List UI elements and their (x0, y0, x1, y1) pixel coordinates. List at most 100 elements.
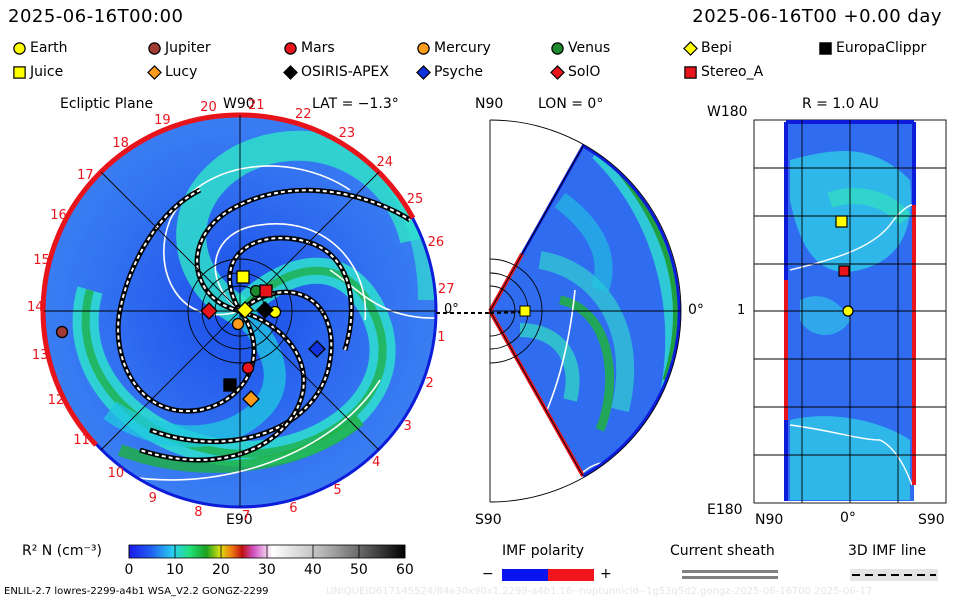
legend-item-stereo-a: Stereo_A (683, 64, 763, 80)
legend-item-osiris-apex: OSIRIS-APEX (283, 64, 389, 80)
legend-label: Psyche (434, 64, 483, 80)
imf-title: IMF polarity (502, 543, 585, 559)
legend-label: SolO (568, 64, 601, 80)
carrington-label: 27 (437, 282, 455, 298)
colorbar-tick-label: 60 (396, 562, 414, 578)
colorbar-tick-label: 0 (124, 562, 134, 578)
meridional-grid (489, 119, 682, 503)
carrington-label: 14 (27, 300, 44, 315)
legend-item-mercury: Mercury (416, 40, 491, 56)
colorbar-tick-label: 10 (166, 562, 184, 578)
colorbar-ticks (128, 545, 406, 558)
diamond-marker-icon (683, 40, 698, 56)
radial-top-label: W180 (707, 104, 748, 120)
offset-label: 2025-06-16T00 +0.00 day (692, 6, 942, 27)
radial-stereo-marker (838, 265, 850, 277)
ecliptic-zero-label: 0° (444, 302, 459, 317)
legend-label: Venus (568, 40, 611, 56)
carrington-label: 23 (338, 126, 356, 142)
carrington-label: 9 (148, 490, 157, 506)
ecliptic-bottom-label: E90 (226, 512, 253, 528)
marker-psyche (308, 340, 326, 358)
legend-label: Lucy (165, 64, 198, 80)
meridional-top-label: N90 (475, 96, 504, 112)
footer-model: ENLIL-2.7 lowres-2299-a4b1 WSA_V2.2 GONG… (4, 586, 269, 597)
legend-item-earth: Earth (12, 40, 68, 56)
circle-marker-icon (551, 41, 564, 55)
footer-faded: UNIQUEID617145524/84a30x90x1.2299-a4b1.1… (326, 586, 873, 597)
circle-marker-icon (148, 41, 161, 55)
marker-jupiter (55, 325, 69, 339)
radial-panel (753, 119, 947, 504)
carrington-label: 18 (112, 135, 129, 151)
ecliptic-title: Ecliptic Plane (60, 96, 154, 112)
marker-osiris-apex (256, 301, 274, 319)
imf-plus-label: + (600, 566, 612, 582)
ecliptic-lat-label: LAT = −1.3° (312, 96, 399, 112)
legend-item-jupiter: Jupiter (147, 40, 211, 56)
legend-label: Mercury (434, 40, 491, 56)
carrington-label: 8 (194, 505, 203, 521)
carrington-label: 19 (154, 112, 171, 128)
radial-x-right: S90 (918, 512, 945, 528)
carrington-label: 16 (50, 207, 67, 223)
legend-label: Stereo_A (701, 64, 764, 80)
square-marker-icon (684, 65, 697, 79)
marker-europaclippr (223, 378, 237, 392)
carrington-label: 10 (107, 466, 125, 482)
imf-negative-bar (502, 569, 548, 581)
radial-title: R = 1.0 AU (802, 96, 879, 112)
timestamp-label: 2025-06-16T00:00 (8, 6, 184, 27)
meridional-lon-label: LON = 0° (538, 96, 604, 112)
legend-item-psyche: Psyche (416, 64, 483, 80)
carrington-label: 11 (73, 433, 90, 449)
carrington-label: 13 (31, 347, 49, 363)
legend-label: Mars (301, 40, 335, 56)
diamond-marker-icon (550, 64, 565, 80)
marker-bepi (236, 301, 254, 319)
colorbar-tick-label: 30 (258, 562, 276, 578)
legend-item-bepi: Bepi (683, 40, 732, 56)
carrington-label: 17 (77, 168, 94, 184)
carrington-label: 21 (247, 97, 265, 113)
legend-item-solo: SolO (550, 64, 600, 80)
legend-item-venus: Venus (550, 40, 610, 56)
ecliptic-sheath-lines (99, 165, 436, 481)
colorbar-label: R² N (cm⁻³) (22, 543, 102, 559)
ecliptic-markers (55, 270, 326, 408)
marker-mars (241, 361, 255, 375)
radial-x-mid: 0° (840, 510, 856, 526)
radial-juice-marker (835, 215, 848, 228)
meridional-earth-marker (519, 305, 531, 317)
legend-label: Bepi (701, 40, 732, 56)
radial-bottom-label: E180 (707, 502, 743, 518)
meridional-panel (488, 119, 682, 503)
sheath-title: Current sheath (670, 543, 775, 559)
marker-juice (236, 270, 250, 284)
carrington-label: 15 (33, 252, 50, 268)
sheath-line-2 (682, 576, 778, 579)
carrington-label: 3 (403, 418, 412, 434)
carrington-label: 4 (372, 454, 381, 470)
radial-mid-label: 1 (737, 303, 746, 318)
marker-solo (200, 302, 218, 320)
carrington-label: 5 (333, 482, 342, 498)
marker-lucy (242, 390, 260, 408)
imfline-title: 3D IMF line (848, 543, 927, 559)
colorbar-tick-label: 50 (350, 562, 368, 578)
imf-positive-bar (548, 569, 594, 581)
diamond-marker-icon (416, 64, 431, 80)
legend-label: EuropaClippr (836, 40, 927, 56)
carrington-label: 20 (200, 99, 217, 115)
circle-marker-icon (417, 41, 430, 55)
legend-label: Juice (30, 64, 64, 80)
carrington-label: 26 (427, 235, 445, 251)
carrington-label: 24 (376, 155, 394, 171)
legend-label: Earth (30, 40, 68, 56)
ecliptic-top-label: W90 (223, 96, 255, 112)
marker-stereo-a (259, 284, 273, 298)
sheath-line-1 (682, 570, 778, 573)
square-marker-icon (13, 65, 26, 79)
legend-item-mars: Mars (283, 40, 335, 56)
